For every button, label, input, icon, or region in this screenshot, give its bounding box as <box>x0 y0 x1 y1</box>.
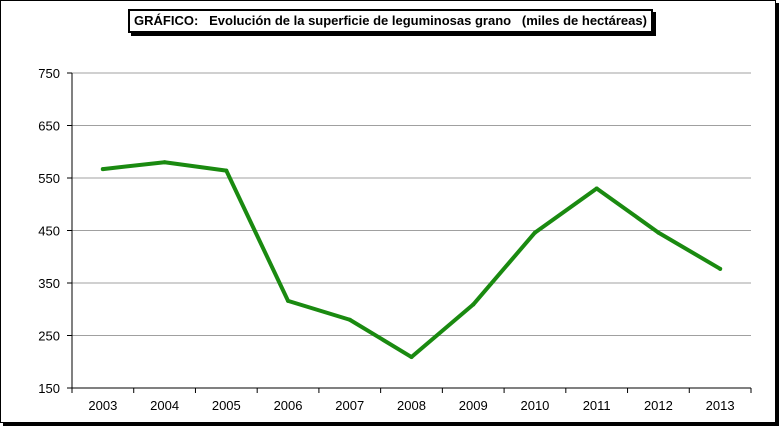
series-line <box>100 160 723 360</box>
y-tick-label: 750 <box>38 66 60 81</box>
x-tick-label: 2011 <box>583 398 611 413</box>
series-layer <box>100 160 723 360</box>
chart-title: GRÁFICO: Evolución de la superficie de l… <box>128 9 653 33</box>
data-point <box>347 317 352 322</box>
x-tick-label: 2003 <box>88 398 117 413</box>
y-tick-label: 350 <box>38 276 60 291</box>
data-point <box>532 230 537 235</box>
x-tick-labels: 2003 2004 2005 2006 2007 2008 2009 2010 2011 2012… <box>88 398 734 413</box>
x-tick-label: 2013 <box>706 398 735 413</box>
data-point <box>471 302 476 307</box>
y-tick-label: 250 <box>38 329 60 344</box>
y-tick-labels: 150 250 350 450 550 650 750 <box>38 66 60 396</box>
data-point <box>656 230 661 235</box>
data-point <box>718 266 723 271</box>
data-point <box>162 160 167 165</box>
x-tick-label: 2012 <box>644 398 673 413</box>
y-tick-label: 450 <box>38 224 60 239</box>
y-tick-label: 550 <box>38 171 60 186</box>
x-tick-label: 2010 <box>520 398 549 413</box>
x-tick-label: 2006 <box>274 398 303 413</box>
data-point <box>224 168 229 173</box>
x-tick-label: 2009 <box>459 398 488 413</box>
x-tick-label: 2004 <box>150 398 179 413</box>
data-point <box>409 355 414 360</box>
data-point <box>100 167 105 172</box>
data-point <box>594 186 599 191</box>
x-tick-label: 2008 <box>397 398 426 413</box>
x-tick-label: 2007 <box>335 398 364 413</box>
axes <box>67 72 752 393</box>
x-tick-label: 2005 <box>212 398 241 413</box>
y-tick-label: 150 <box>38 381 60 396</box>
y-tick-label: 650 <box>38 119 60 134</box>
data-point <box>286 298 291 303</box>
gridlines <box>72 72 751 336</box>
